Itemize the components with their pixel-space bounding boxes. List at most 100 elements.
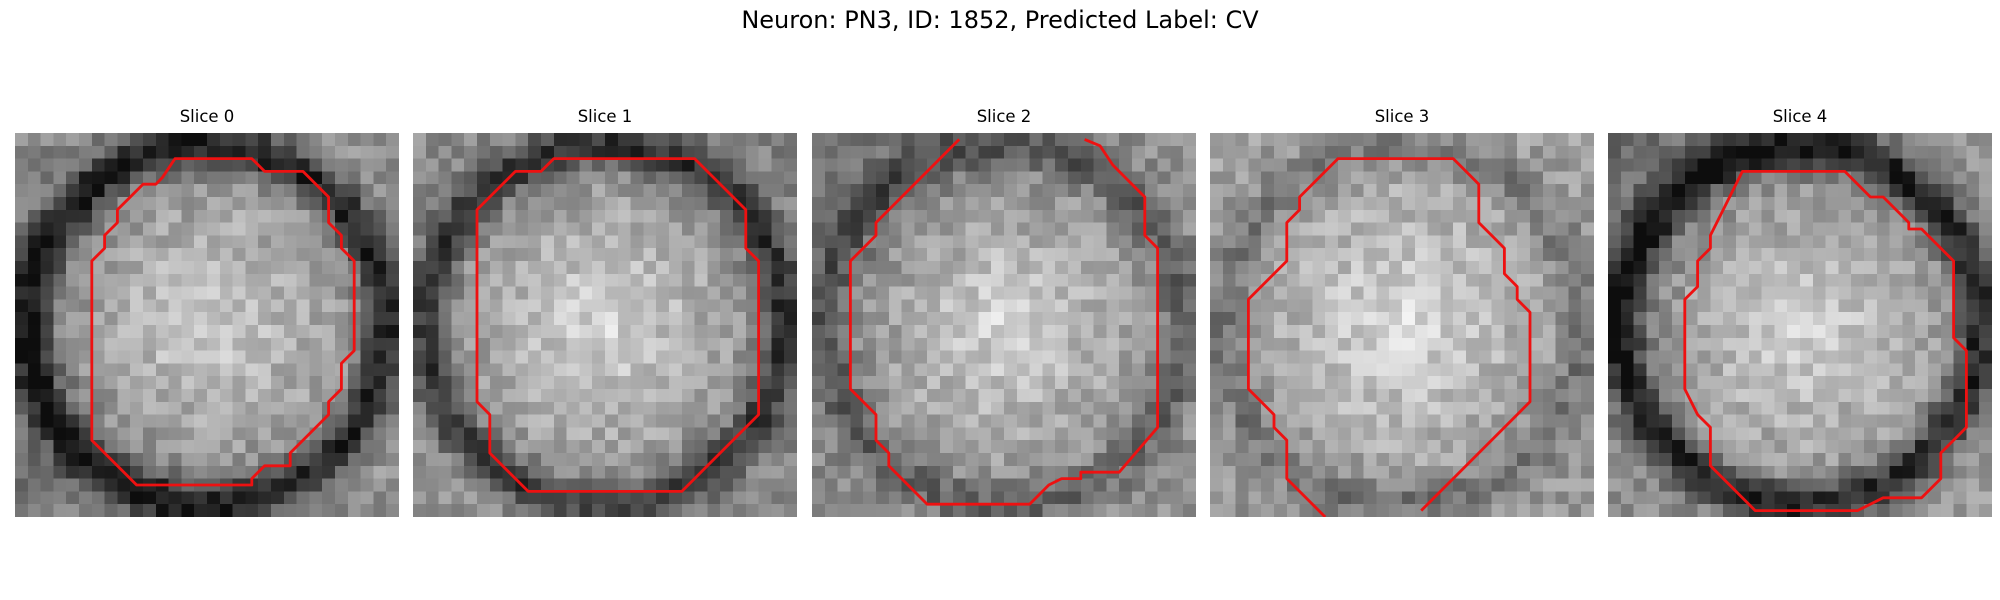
pixel [194, 209, 208, 223]
pixel [1299, 158, 1313, 172]
pixel [1414, 261, 1428, 275]
pixel [566, 440, 580, 454]
pixel [940, 465, 954, 479]
pixel [1646, 389, 1660, 403]
pixel [1029, 478, 1043, 492]
pixel [309, 222, 323, 236]
pixel [271, 286, 285, 300]
pixel [1491, 491, 1505, 505]
pixel [53, 299, 67, 313]
pixel [1555, 478, 1569, 492]
pixel [502, 248, 516, 262]
pixel [1646, 427, 1660, 441]
pixel [373, 261, 387, 275]
pixel [91, 145, 105, 159]
pixel [1144, 414, 1158, 428]
pixel [117, 337, 131, 351]
pixel [965, 376, 979, 390]
pixel [1979, 363, 1992, 377]
pixel [283, 427, 297, 441]
pixel [347, 222, 361, 236]
pixel [1029, 158, 1043, 172]
pixel [1210, 363, 1224, 377]
pixel [812, 453, 826, 467]
pixel [940, 453, 954, 467]
pixel [104, 337, 118, 351]
pixel [1235, 453, 1249, 467]
pixel [1080, 337, 1094, 351]
pixel [489, 286, 503, 300]
pixel [1080, 248, 1094, 262]
pixel [271, 158, 285, 172]
pixel [1350, 248, 1364, 262]
pixel [194, 427, 208, 441]
pixel [1517, 145, 1531, 159]
pixel [232, 337, 246, 351]
pixel [1261, 453, 1275, 467]
pixel [630, 273, 644, 287]
pixel [104, 401, 118, 415]
pixel [1491, 478, 1505, 492]
pixel [464, 504, 478, 517]
pixel [413, 222, 427, 236]
pixel [258, 133, 272, 147]
pixel [707, 248, 721, 262]
pixel [1902, 235, 1916, 249]
pixel [876, 197, 890, 211]
pixel [1261, 478, 1275, 492]
pixel [373, 491, 387, 505]
pixel [309, 235, 323, 249]
pixel [1016, 145, 1030, 159]
pixel [1953, 504, 1967, 517]
pixel [386, 158, 399, 172]
pixel [1838, 414, 1852, 428]
pixel [438, 184, 452, 198]
pixel [1491, 465, 1505, 479]
pixel [1042, 261, 1056, 275]
pixel [850, 414, 864, 428]
pixel [91, 158, 105, 172]
pixel [1851, 414, 1865, 428]
pixel [1748, 325, 1762, 339]
pixel [1902, 248, 1916, 262]
pixel [1312, 401, 1326, 415]
pixel [489, 261, 503, 275]
pixel [1800, 299, 1814, 313]
pixel [1723, 491, 1737, 505]
pixel [1478, 504, 1492, 517]
pixel [1068, 158, 1082, 172]
pixel [360, 222, 374, 236]
pixel [541, 440, 555, 454]
pixel [130, 312, 144, 326]
pixel [1940, 171, 1954, 185]
pixel [914, 337, 928, 351]
pixel [850, 376, 864, 390]
pixel [1812, 427, 1826, 441]
pixel [477, 504, 491, 517]
pixel [1478, 261, 1492, 275]
pixel [1966, 376, 1980, 390]
pixel [940, 325, 954, 339]
pixel [1966, 235, 1980, 249]
pixel [66, 248, 80, 262]
pixel [1016, 248, 1030, 262]
pixel [1157, 465, 1171, 479]
pixel [1132, 363, 1146, 377]
pixel [1864, 504, 1878, 517]
pixel [1825, 440, 1839, 454]
pixel [1055, 158, 1069, 172]
pixel [541, 312, 555, 326]
pixel [1261, 504, 1275, 517]
pixel [1029, 401, 1043, 415]
pixel [1953, 325, 1967, 339]
pixel [1055, 376, 1069, 390]
pixel [219, 209, 233, 223]
pixel [707, 478, 721, 492]
pixel [335, 299, 349, 313]
pixel [940, 350, 954, 364]
pixel [66, 273, 80, 287]
pixel [91, 286, 105, 300]
pixel [1338, 363, 1352, 377]
pixel [1478, 337, 1492, 351]
pixel [669, 337, 683, 351]
